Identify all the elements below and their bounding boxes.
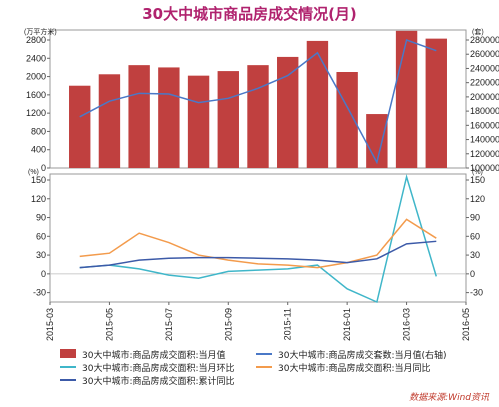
y-left-tick-label: 1600 — [26, 90, 46, 100]
line-area-mom — [79, 173, 438, 304]
y-bottom-left-tick-label: 0 — [41, 269, 46, 279]
chart-title: 30大中城市商品房成交情况(月) — [142, 5, 357, 23]
bar-area-monthly — [395, 30, 418, 168]
y-bottom-left-tick-label: 60 — [36, 231, 46, 241]
bar-area-monthly — [277, 56, 299, 168]
y-left-tick-label: 400 — [31, 145, 46, 155]
x-tick-label: 2016-01 — [342, 308, 352, 341]
x-tick-label: 2016-05 — [461, 308, 471, 341]
line-area-cumulative — [79, 240, 437, 269]
legend-label: 30大中城市:商品房成交面积:当月同比 — [278, 364, 431, 374]
y-bottom-right-tick-label: 60 — [470, 231, 480, 241]
bar-area-monthly — [69, 85, 91, 168]
y-left-tick-label: 800 — [31, 126, 46, 136]
bar-area-monthly — [217, 71, 239, 168]
legend-label: 30大中城市:商品房成交套数:当月值(右轴) — [278, 351, 447, 361]
y-right-tick-label: 200000 — [470, 92, 499, 102]
bar-area-monthly — [306, 40, 329, 168]
y-right-tick-label: 160000 — [470, 120, 499, 130]
y-bottom-right-tick-label: 150 — [470, 175, 485, 185]
y-bottom-right-unit: (%) — [472, 169, 483, 176]
x-tick-label: 2015-07 — [164, 308, 174, 341]
bar-area-monthly — [366, 114, 388, 168]
y-left-unit: (万平方米) — [24, 27, 57, 36]
legend-label: 30大中城市:商品房成交面积:当月环比 — [82, 364, 235, 374]
y-left-tick-label: 2800 — [26, 35, 46, 45]
y-bottom-right-tick-label: 0 — [470, 269, 475, 279]
x-tick-label: 2015-11 — [283, 308, 293, 340]
y-right-tick-label: 260000 — [470, 49, 499, 59]
legend-swatch-line — [60, 366, 76, 368]
legend-swatch-line — [256, 353, 272, 355]
y-bottom-left-unit: (%) — [28, 169, 39, 176]
y-left-tick-label: 2000 — [26, 72, 46, 82]
y-right-unit: (套) — [472, 27, 484, 36]
y-left-tick-label: 0 — [41, 163, 46, 173]
legend-swatch-bar — [60, 349, 76, 358]
legend-swatch-line — [256, 366, 272, 368]
x-tick-label: 2015-05 — [104, 308, 114, 341]
line-count-monthly — [79, 39, 437, 165]
data-source: 数据来源:Wind资讯 — [409, 393, 489, 403]
bar-area-monthly — [128, 65, 150, 168]
y-bottom-right-tick-label: 30 — [470, 250, 480, 260]
bottom-plot-frame — [49, 173, 467, 303]
x-tick-label: 2015-03 — [45, 308, 55, 341]
bar-area-monthly — [425, 38, 447, 168]
y-right-tick-label: 280000 — [470, 35, 499, 45]
x-tick-label: 2015-09 — [223, 308, 233, 341]
legend-label: 30大中城市:商品房成交面积:当月值 — [82, 351, 226, 361]
y-left-tick-label: 1200 — [26, 108, 46, 118]
y-bottom-left-tick-label: 150 — [31, 175, 46, 185]
legend-label: 30大中城市:商品房成交面积:累计同比 — [82, 377, 235, 387]
y-bottom-left-tick-label: 90 — [36, 213, 46, 223]
bar-area-monthly — [98, 74, 121, 168]
y-bottom-left-tick-label: -30 — [33, 288, 46, 298]
y-left-tick-label: 2400 — [26, 53, 46, 63]
y-right-tick-label: 180000 — [470, 106, 499, 116]
x-tick-label: 2016-03 — [402, 308, 412, 341]
y-right-tick-label: 140000 — [470, 135, 499, 145]
y-right-tick-label: 240000 — [470, 63, 499, 73]
bar-area-monthly — [158, 67, 180, 168]
y-bottom-right-tick-label: 120 — [470, 194, 485, 204]
y-right-tick-label: 100000 — [470, 163, 499, 173]
y-bottom-left-tick-label: 30 — [36, 250, 46, 260]
y-right-tick-label: 220000 — [470, 78, 499, 88]
bar-area-monthly — [187, 75, 210, 168]
bar-area-monthly — [247, 65, 269, 168]
y-bottom-left-tick-label: 120 — [31, 194, 46, 204]
legend-swatch-line — [60, 379, 76, 381]
y-bottom-right-tick-label: 90 — [470, 213, 480, 223]
line-area-yoy — [79, 218, 437, 269]
y-bottom-right-tick-label: -30 — [470, 288, 483, 298]
y-right-tick-label: 120000 — [470, 149, 499, 159]
